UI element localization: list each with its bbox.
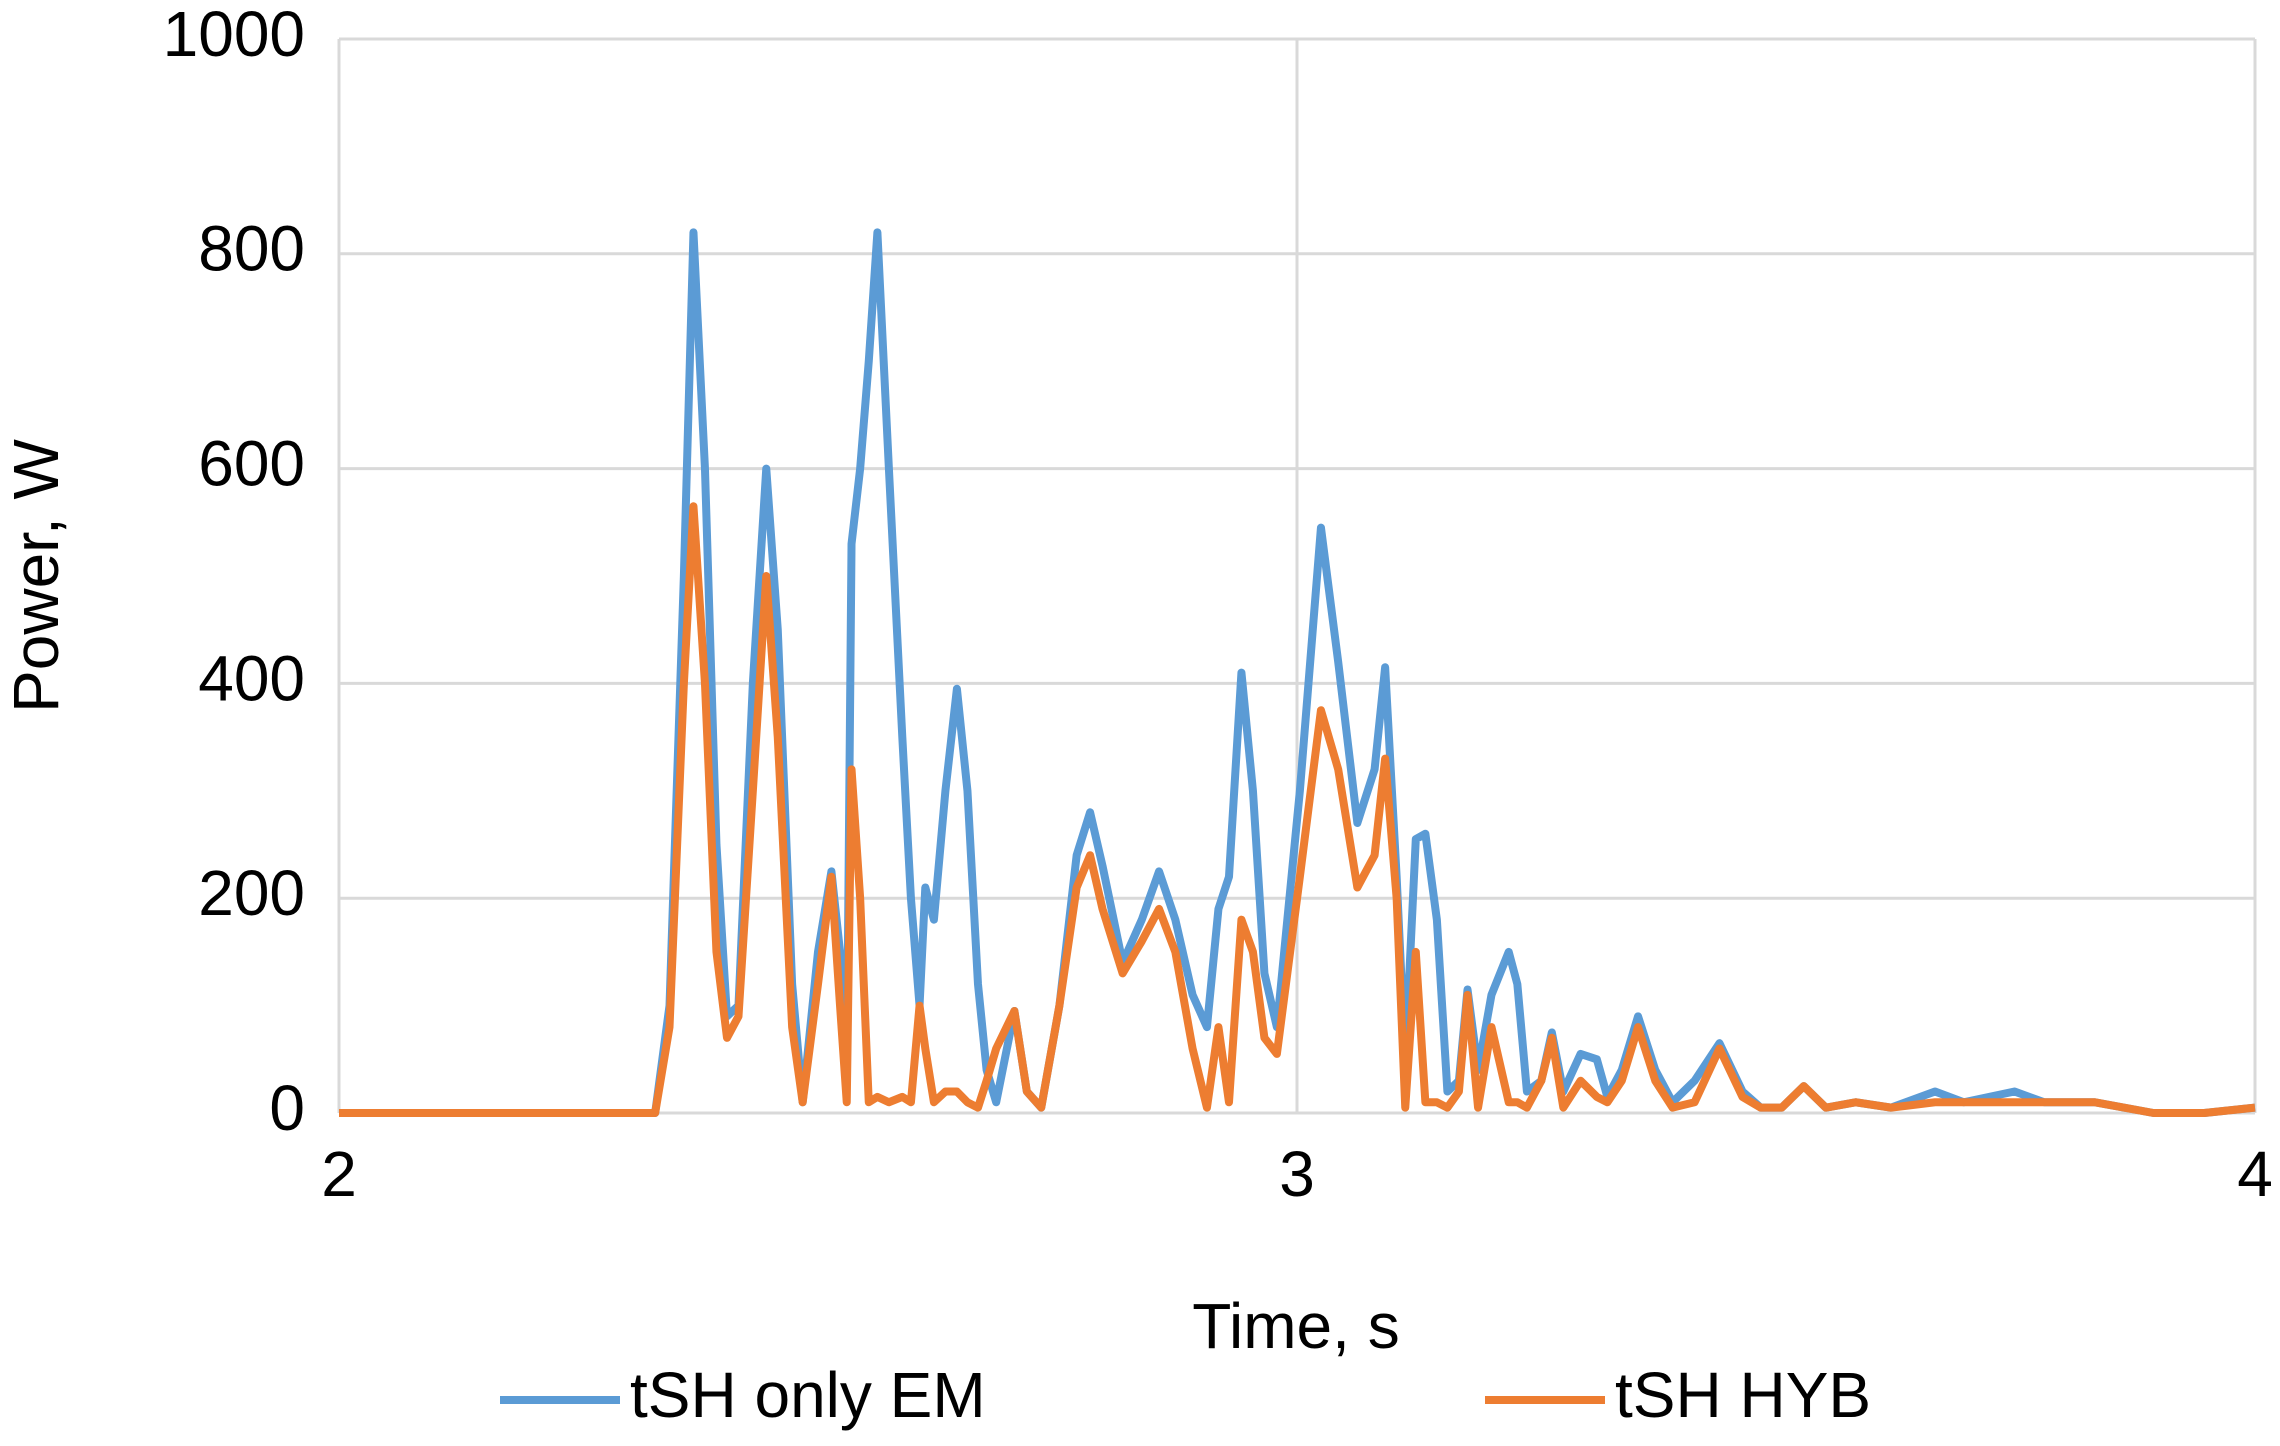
y-axis-label: Power, W [0, 438, 72, 712]
x-tick-label: 3 [1279, 1138, 1315, 1210]
x-axis-label: Time, s [1192, 1290, 1399, 1362]
y-tick-label: 1000 [163, 0, 305, 70]
y-tick-label: 600 [198, 428, 305, 500]
legend-label: tSH only EM [630, 1359, 986, 1431]
y-tick-label: 400 [198, 642, 305, 714]
y-tick-label: 200 [198, 857, 305, 929]
y-tick-label: 800 [198, 213, 305, 285]
x-tick-label: 2 [321, 1138, 357, 1210]
legend-label: tSH HYB [1615, 1359, 1871, 1431]
x-tick-label: 4 [2237, 1138, 2273, 1210]
y-tick-label: 0 [269, 1072, 305, 1144]
series-line [339, 502, 2256, 1117]
